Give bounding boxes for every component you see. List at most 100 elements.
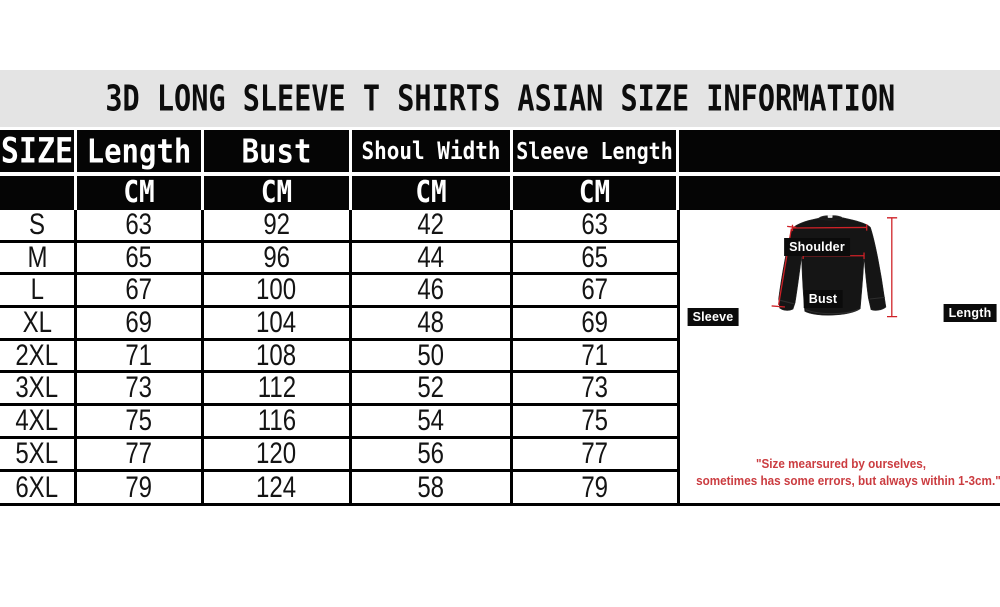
- shoulder-label: Shoulder: [784, 238, 850, 256]
- size-cell: L: [0, 273, 77, 306]
- header-cell-size: SIZE: [0, 130, 74, 172]
- cell-text: 56: [417, 436, 445, 470]
- unit-cell-sleeve-length: CM: [513, 176, 676, 210]
- note-line-2: sometimes has some errors, but always wi…: [696, 473, 1000, 488]
- value-cell: 69: [513, 306, 680, 339]
- cell-text: 67: [581, 273, 609, 307]
- cell-text: 112: [257, 371, 296, 405]
- cell-text: 120: [256, 436, 297, 470]
- value-cell: 65: [513, 240, 680, 274]
- measurement-arrows: [771, 217, 898, 318]
- length-arrow-caps: [887, 217, 898, 318]
- cell-text: 65: [125, 240, 153, 274]
- cell-text: S: [28, 207, 45, 241]
- cell-text: 71: [581, 338, 609, 372]
- value-cell: 71: [513, 338, 680, 372]
- value-cell: 116: [204, 403, 352, 437]
- length-label: Length: [943, 304, 997, 322]
- value-cell: 63: [77, 208, 204, 241]
- cell-text: 46: [417, 273, 445, 307]
- value-cell: 75: [77, 403, 204, 437]
- cell-text: 2XL: [15, 338, 59, 372]
- cell-text: 73: [581, 371, 609, 405]
- table-row: 6XL 79 124 58 79: [0, 470, 680, 505]
- size-table-body: S 63 92 42 63 M 65 96 44 65 L 67 100 46 67 XL 69 104 48 69 2…: [0, 207, 680, 505]
- value-cell: 56: [352, 436, 513, 470]
- shoulder-arrow-ticks: [791, 224, 868, 232]
- value-cell: 73: [513, 371, 680, 405]
- value-cell: 124: [204, 470, 352, 505]
- unit-cell-length: CM: [77, 176, 201, 210]
- cell-text: 44: [417, 240, 445, 274]
- table-row: S 63 92 42 63: [0, 207, 680, 243]
- cell-text: 92: [263, 207, 290, 241]
- note-line-1: "Size mearsured by ourselves,: [755, 456, 927, 471]
- bust-label: Bust: [803, 290, 843, 308]
- value-cell: 65: [77, 240, 204, 274]
- value-cell: 79: [513, 470, 680, 505]
- cell-text: 65: [581, 240, 609, 274]
- cell-text: 67: [125, 273, 153, 307]
- cell-text: 108: [256, 338, 297, 372]
- cell-text: 124: [256, 470, 297, 504]
- table-row: L 67 100 46 67: [0, 273, 680, 309]
- cell-text: 42: [417, 207, 445, 241]
- cell-text: 50: [417, 338, 445, 372]
- neck-tag: [827, 215, 833, 218]
- cell-text: 48: [417, 305, 445, 339]
- title-band: 3D LONG SLEEVE T SHIRTS ASIAN SIZE INFOR…: [0, 70, 1000, 127]
- table-row: 2XL 71 108 50 71: [0, 338, 680, 374]
- value-cell: 75: [513, 403, 680, 437]
- shoulder-arrow: [792, 226, 867, 229]
- sleeve-label: Sleeve: [687, 308, 739, 326]
- table-header-row: SIZE Length Bust Shoul Width Sleeve Leng…: [0, 130, 1000, 172]
- value-cell: 50: [352, 338, 513, 372]
- cell-text: 4XL: [15, 403, 59, 437]
- cell-text: 63: [581, 207, 609, 241]
- value-cell: 104: [204, 305, 352, 339]
- value-cell: 73: [77, 371, 204, 404]
- value-cell: 108: [204, 338, 352, 372]
- cell-text: 77: [581, 436, 609, 470]
- unit-cell-shoul-width: CM: [352, 176, 510, 210]
- hem-ribbing: [805, 308, 860, 315]
- cell-text: 79: [581, 470, 609, 504]
- value-cell: 77: [513, 436, 680, 470]
- value-cell: 58: [352, 471, 513, 505]
- header-cell-sleeve-length: Sleeve Length: [513, 130, 676, 172]
- value-cell: 92: [204, 207, 352, 241]
- unit-cell-bust: CM: [204, 176, 349, 210]
- cell-text: 75: [125, 403, 153, 437]
- unit-row: CM CM CM CM: [0, 176, 1000, 210]
- value-cell: 48: [352, 305, 513, 339]
- value-cell: 120: [204, 436, 352, 470]
- size-cell: 3XL: [0, 371, 77, 404]
- cell-text: 75: [581, 403, 609, 437]
- cell-text: 104: [256, 305, 297, 339]
- table-row: XL 69 104 48 69: [0, 305, 680, 341]
- size-cell: 2XL: [0, 338, 77, 372]
- header-cell-shoul-width: Shoul Width: [352, 130, 510, 172]
- value-cell: 79: [77, 470, 204, 505]
- value-cell: 100: [204, 273, 352, 307]
- value-cell: 112: [204, 371, 352, 405]
- value-cell: 54: [352, 403, 513, 437]
- measurement-note: "Size mearsured by ourselves, sometimes …: [680, 455, 1000, 489]
- header-cell-bust: Bust: [204, 130, 349, 172]
- cell-text: 116: [257, 403, 296, 437]
- value-cell: 67: [513, 273, 680, 307]
- value-cell: 77: [77, 437, 204, 470]
- table-row: M 65 96 44 65: [0, 240, 680, 276]
- cell-text: 5XL: [15, 436, 59, 470]
- cell-text: 79: [125, 470, 153, 504]
- value-cell: 52: [352, 371, 513, 404]
- cell-text: 54: [417, 403, 445, 437]
- header-cell-filler: [679, 130, 1000, 172]
- cell-text: 69: [125, 305, 153, 339]
- cell-text: 96: [263, 240, 290, 274]
- cell-text: 100: [256, 273, 297, 307]
- table-row: 5XL 77 120 56 77: [0, 436, 680, 472]
- size-cell: 5XL: [0, 436, 77, 470]
- sleeve-arrow-caps: [771, 225, 797, 308]
